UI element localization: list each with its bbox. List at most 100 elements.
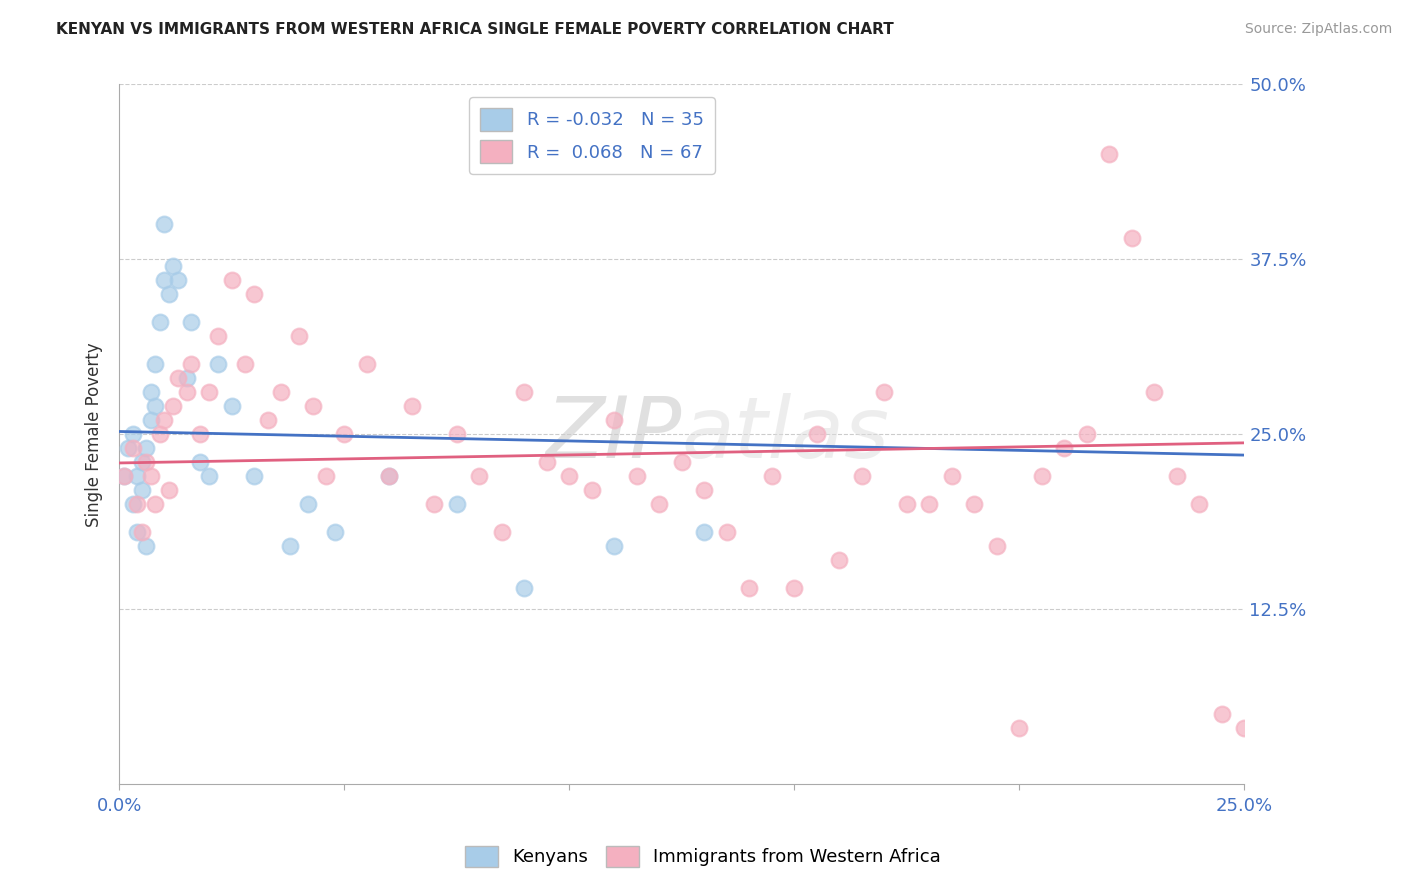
Point [153,273,176,287]
Point [828,553,851,567]
Point [121,442,143,456]
Legend: Kenyans, Immigrants from Western Africa: Kenyans, Immigrants from Western Africa [458,838,948,874]
Point [176,371,198,385]
Text: Source: ZipAtlas.com: Source: ZipAtlas.com [1244,22,1392,37]
Point [513,385,536,400]
Point [323,525,346,540]
Point [1098,147,1121,161]
Point [1256,357,1278,371]
Point [243,469,266,483]
Point [198,385,221,400]
Point [378,469,401,483]
Point [423,497,446,511]
Point [1166,469,1188,483]
Point [149,315,172,329]
Point [648,497,671,511]
Point [157,483,180,498]
Point [180,357,202,371]
Point [761,469,783,483]
Point [243,287,266,301]
Point [446,497,468,511]
Point [693,525,716,540]
Point [149,427,172,442]
Point [278,539,301,553]
Point [207,329,229,343]
Point [112,469,135,483]
Point [162,260,184,274]
Point [176,385,198,400]
Point [153,413,176,427]
Point [315,469,337,483]
Text: KENYAN VS IMMIGRANTS FROM WESTERN AFRICA SINGLE FEMALE POVERTY CORRELATION CHART: KENYAN VS IMMIGRANTS FROM WESTERN AFRICA… [56,22,894,37]
Point [333,427,356,442]
Point [143,357,166,371]
Point [401,399,423,413]
Point [1031,469,1053,483]
Point [221,273,243,287]
Point [626,469,648,483]
Point [671,455,693,469]
Point [581,483,603,498]
Point [131,455,153,469]
Point [941,469,963,483]
Point [221,399,243,413]
Text: ZIP: ZIP [546,392,682,475]
Point [117,442,139,456]
Point [207,357,229,371]
Point [139,469,162,483]
Point [1233,721,1256,735]
Point [288,329,311,343]
Point [135,455,157,469]
Point [738,581,761,595]
Point [356,357,378,371]
Point [1008,721,1031,735]
Point [301,399,323,413]
Point [135,442,157,456]
Point [716,525,738,540]
Point [131,483,153,498]
Point [558,469,581,483]
Point [851,469,873,483]
Point [157,287,180,301]
Point [603,413,626,427]
Point [1121,231,1143,245]
Text: atlas: atlas [682,392,890,475]
Point [1188,497,1211,511]
Point [143,399,166,413]
Point [1053,442,1076,456]
Point [806,427,828,442]
Point [143,497,166,511]
Point [139,385,162,400]
Point [139,413,162,427]
Y-axis label: Single Female Poverty: Single Female Poverty [86,342,103,526]
Point [135,539,157,553]
Point [127,525,149,540]
Point [256,413,278,427]
Point [188,455,211,469]
Point [896,497,918,511]
Point [153,218,176,232]
Point [468,469,491,483]
Point [127,469,149,483]
Point [873,385,896,400]
Point [297,497,319,511]
Point [112,469,135,483]
Point [1143,385,1166,400]
Point [166,371,188,385]
Point [233,357,256,371]
Point [491,525,513,540]
Point [131,525,153,540]
Point [513,581,536,595]
Point [963,497,986,511]
Point [127,497,149,511]
Point [1076,427,1098,442]
Point [188,427,211,442]
Point [121,497,143,511]
Point [446,427,468,442]
Point [270,385,292,400]
Point [1211,707,1233,722]
Point [180,315,202,329]
Legend: R = -0.032   N = 35, R =  0.068   N = 67: R = -0.032 N = 35, R = 0.068 N = 67 [470,97,714,174]
Point [378,469,401,483]
Point [918,497,941,511]
